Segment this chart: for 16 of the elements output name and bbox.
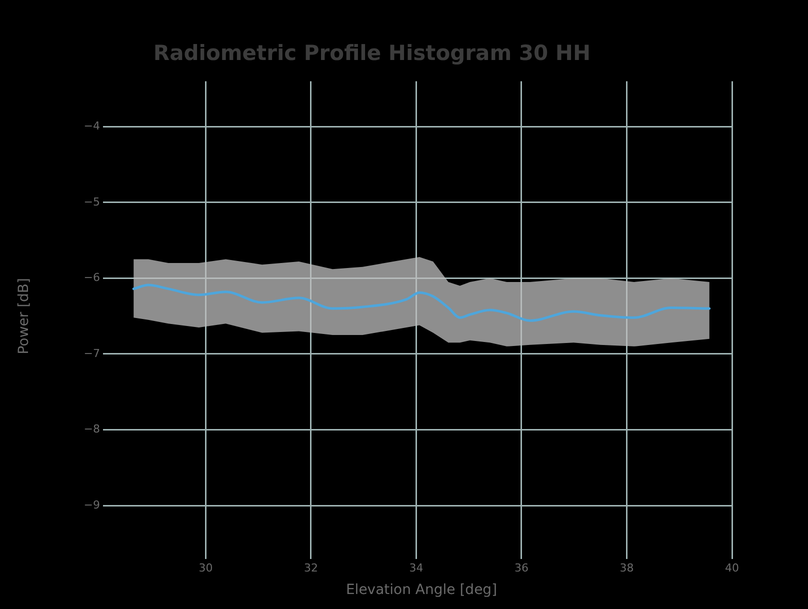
y-tick-label: −7 xyxy=(84,346,100,360)
chart-title: Radiometric Profile Histogram 30 HH xyxy=(153,41,591,66)
x-axis-title: Elevation Angle [deg] xyxy=(346,582,498,598)
y-tick-label: −9 xyxy=(84,498,100,512)
x-tick-label: 38 xyxy=(620,561,634,574)
y-axis-title: Power [dB] xyxy=(16,278,32,354)
line-series xyxy=(132,284,711,322)
y-tick-label: −8 xyxy=(84,422,100,436)
y-tick-label: −6 xyxy=(84,271,100,284)
y-tick-label: −4 xyxy=(84,120,100,133)
x-tick-label: 34 xyxy=(409,561,424,574)
y-tick-label: −5 xyxy=(84,195,100,208)
x-tick-label: 36 xyxy=(514,561,528,574)
x-tick-label: 30 xyxy=(198,561,213,574)
x-tick-label: 32 xyxy=(304,561,318,574)
x-tick-label: 40 xyxy=(725,561,739,574)
